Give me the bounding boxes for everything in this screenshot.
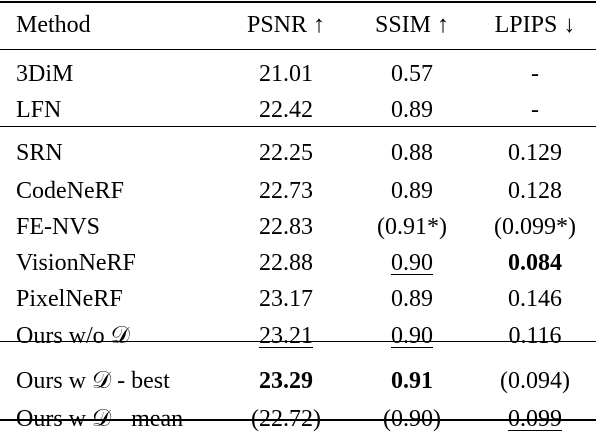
psnr-underlined-value: 23.21 [259,323,313,349]
table-row: PixelNeRF 23.17 0.89 0.146 [0,281,596,317]
lpips-cell: 0.116 [508,323,562,349]
top-rule [0,1,596,3]
lpips-underlined-value: 0.099 [508,406,562,432]
ssim-cell: 0.89 [391,286,433,312]
lpips-cell: 0.129 [508,140,562,166]
psnr-cell: 22.73 [259,178,313,204]
header-rule [0,49,596,50]
ssim-cell: 0.91 [350,355,474,401]
lpips-bold-value: 0.084 [508,250,562,276]
psnr-cell: 22.83 [259,214,313,240]
method-cell: Ours w 𝒟 - best [16,368,170,394]
ssim-cell: 0.57 [391,61,433,87]
psnr-cell: 23.21 [222,317,350,355]
table-row: Ours w/o 𝒟 23.21 0.90 0.116 [0,317,596,355]
method-cell: CodeNeRF [16,178,124,204]
table-row: Ours w 𝒟 - best 23.29 0.91 (0.094) [0,355,596,401]
method-cell: PixelNeRF [16,286,123,312]
ssim-cell: 0.90 [350,317,474,355]
header-ssim: SSIM ↑ [374,11,450,38]
table-row: 3DiM 21.01 0.57 - [0,49,596,93]
table-row: FE-NVS 22.83 (0.91*) (0.099*) [0,209,596,245]
lpips-cell: 0.084 [474,245,596,281]
table-row: VisionNeRF 22.88 0.90 0.084 [0,245,596,281]
table-row: SRN 22.25 0.88 0.129 [0,127,596,173]
ssim-cell: 0.89 [391,178,433,204]
ssim-underlined-value: 0.90 [391,250,433,276]
lpips-cell: 0.099 [474,401,596,437]
group-rule-1 [0,126,596,127]
lpips-cell: (0.099*) [494,214,576,240]
ssim-underlined-value: 0.90 [391,323,433,349]
table-row: LFN 22.42 0.89 - [0,93,596,127]
lpips-cell: 0.128 [508,178,562,204]
method-cell: Ours w/o 𝒟 [16,323,130,349]
psnr-cell: 22.25 [259,140,313,166]
psnr-cell: 21.01 [259,61,313,87]
bottom-rule [0,419,596,421]
psnr-cell: (22.72) [251,406,321,432]
ssim-cell: (0.90) [383,406,441,432]
table-row: Ours w 𝒟 - mean (22.72) (0.90) 0.099 [0,401,596,437]
method-cell: LFN [16,97,62,123]
group-rule-2 [0,341,596,342]
lpips-cell: 0.146 [508,286,562,312]
method-cell: VisionNeRF [16,250,136,276]
psnr-bold-value: 23.29 [259,368,313,394]
lpips-cell: - [531,97,539,123]
ssim-cell: 0.90 [350,245,474,281]
header-psnr: PSNR ↑ [246,11,326,38]
lpips-cell: (0.094) [500,368,570,394]
method-cell: SRN [16,140,63,166]
psnr-cell: 23.17 [259,286,313,312]
header-method: Method [16,11,91,38]
ssim-cell: 0.89 [391,97,433,123]
psnr-cell: 22.42 [259,97,313,123]
ssim-bold-value: 0.91 [391,368,433,394]
method-cell: Ours w 𝒟 - mean [16,406,184,432]
psnr-cell: 23.29 [222,355,350,401]
lpips-cell: - [531,61,539,87]
method-cell: 3DiM [16,61,74,87]
ssim-cell: (0.91*) [377,214,447,240]
header-row: Method PSNR ↑ SSIM ↑ LPIPS ↓ [0,0,596,49]
table-row: CodeNeRF 22.73 0.89 0.128 [0,173,596,209]
psnr-cell: 22.88 [259,250,313,276]
ssim-cell: 0.88 [391,140,433,166]
header-lpips: LPIPS ↓ [494,11,576,38]
method-cell: FE-NVS [16,214,101,240]
